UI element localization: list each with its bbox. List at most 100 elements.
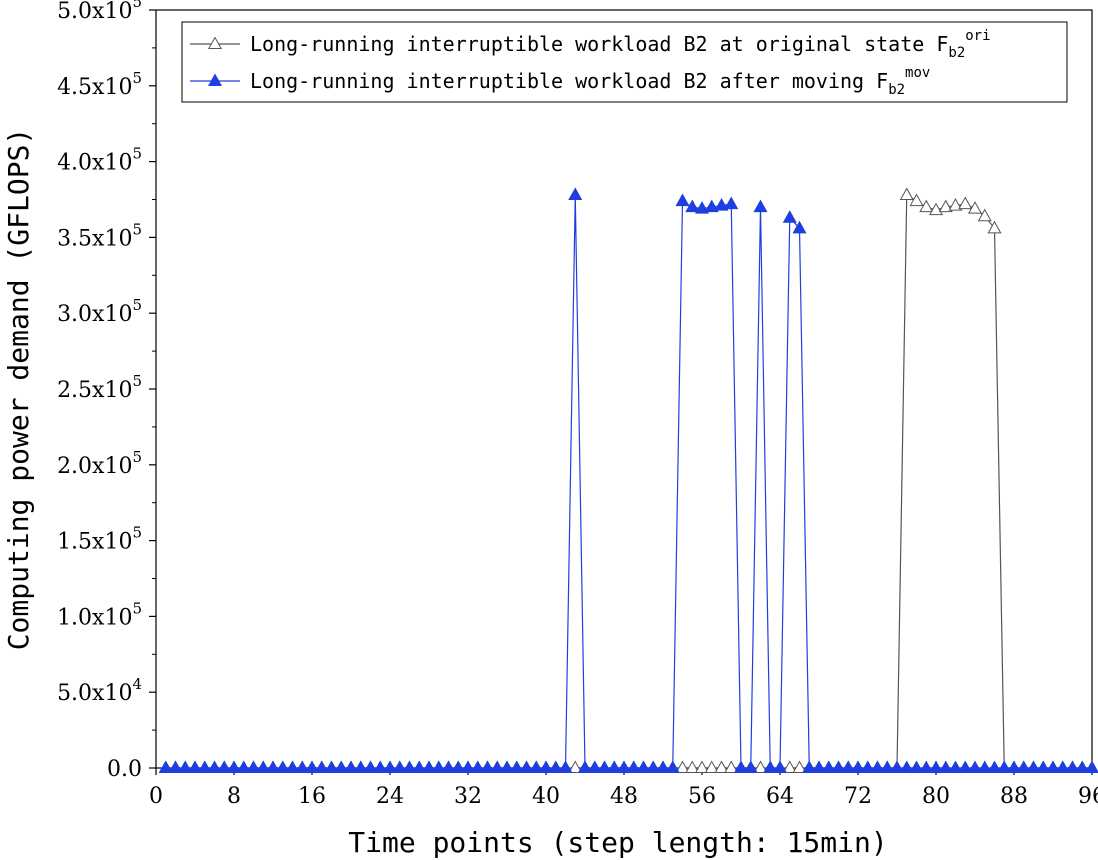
x-tick-label: 64 — [766, 784, 794, 809]
data-point — [275, 760, 290, 774]
data-point — [753, 199, 768, 213]
legend-marker — [207, 73, 223, 87]
data-point — [626, 760, 641, 774]
y-tick-label: 0.0 — [107, 757, 142, 782]
data-point — [421, 760, 437, 774]
data-point — [265, 760, 281, 774]
x-tick-label: 16 — [298, 784, 326, 809]
data-point — [402, 760, 417, 774]
data-point — [392, 760, 407, 774]
data-point — [802, 760, 817, 774]
data-point — [431, 760, 446, 774]
data-point — [499, 760, 515, 774]
data-point — [490, 760, 505, 774]
plot-area — [155, 9, 1093, 769]
axis-tick-labels: 0 8 16 24 32 40 48 56 64 72 80 88 96 0.0 5.0x104 1.0x10… — [57, 0, 1098, 809]
data-point — [568, 187, 583, 201]
x-tick-label: 56 — [688, 784, 716, 809]
data-point — [860, 760, 875, 774]
data-point — [314, 760, 329, 774]
data-point — [928, 760, 944, 774]
data-point — [938, 199, 953, 213]
data-point — [948, 198, 963, 211]
data-point — [519, 760, 534, 774]
data-point — [889, 760, 905, 774]
series-line — [165, 193, 1092, 769]
data-point — [899, 187, 914, 201]
legend: Long-running interruptible workload B2 a… — [181, 21, 1068, 103]
data-point — [841, 760, 856, 774]
y-tick-label: 3.5x105 — [57, 220, 142, 251]
y-tick-label: 3.0x105 — [57, 296, 142, 327]
data-point — [967, 201, 983, 214]
x-tick-label: 88 — [1000, 784, 1028, 809]
data-point — [548, 760, 563, 774]
data-point — [694, 760, 710, 774]
x-tick-label: 80 — [922, 784, 950, 809]
data-point — [509, 760, 524, 774]
data-point — [373, 760, 388, 774]
y-tick-label: 5.0x105 — [57, 0, 142, 24]
data-point — [538, 760, 554, 774]
data-point — [909, 193, 924, 207]
data-point — [646, 760, 661, 774]
data-point — [607, 760, 622, 774]
data-point — [919, 199, 934, 213]
data-point — [324, 760, 339, 774]
data-point — [685, 199, 700, 213]
legend-entry: Long-running interruptible workload B2 a… — [250, 65, 930, 98]
data-point — [704, 760, 719, 774]
y-tick-label: 2.0x105 — [57, 448, 142, 479]
data-point — [1006, 760, 1022, 774]
data-point — [1016, 760, 1031, 774]
data-point — [870, 760, 885, 774]
data-point — [1055, 760, 1070, 774]
data-point — [724, 196, 739, 210]
data-point — [236, 760, 251, 774]
data-point — [187, 760, 203, 774]
x-tick-label: 96 — [1078, 784, 1098, 809]
series-line — [165, 194, 1092, 769]
data-point — [977, 208, 992, 222]
data-point — [158, 760, 173, 774]
data-point — [743, 760, 758, 774]
y-tick-label: 2.5x105 — [57, 372, 142, 403]
axis-ticks — [149, 9, 1093, 775]
data-point — [704, 199, 719, 213]
data-point — [753, 760, 768, 774]
data-point — [597, 760, 612, 774]
data-point — [714, 198, 729, 211]
data-point — [733, 760, 749, 774]
data-point — [909, 760, 924, 774]
data-point — [577, 760, 593, 774]
data-point — [334, 760, 349, 774]
legend-entry: Long-running interruptible workload B2 a… — [250, 28, 991, 61]
data-point — [880, 760, 895, 774]
data-point — [207, 760, 222, 774]
data-point — [470, 760, 485, 774]
data-point — [412, 760, 427, 774]
y-tick-label: 1.0x105 — [57, 599, 142, 630]
x-tick-label: 72 — [844, 784, 872, 809]
data-point — [441, 760, 456, 774]
data-point — [967, 760, 983, 774]
data-point — [694, 201, 710, 214]
data-point — [1045, 760, 1061, 774]
data-point — [811, 760, 827, 774]
data-point — [958, 760, 973, 774]
plot-border — [155, 9, 1093, 769]
data-point — [763, 760, 778, 774]
data-point — [772, 760, 788, 774]
data-point — [977, 760, 992, 774]
data-point — [353, 760, 368, 774]
data-point — [899, 760, 914, 774]
x-tick-label: 32 — [454, 784, 482, 809]
data-point — [295, 760, 310, 774]
data-point — [285, 760, 300, 774]
data-point — [246, 760, 261, 774]
data-point — [987, 220, 1002, 234]
data-point — [168, 760, 183, 774]
data-point — [792, 220, 807, 234]
data-point — [987, 760, 1002, 774]
data-point — [568, 760, 583, 774]
